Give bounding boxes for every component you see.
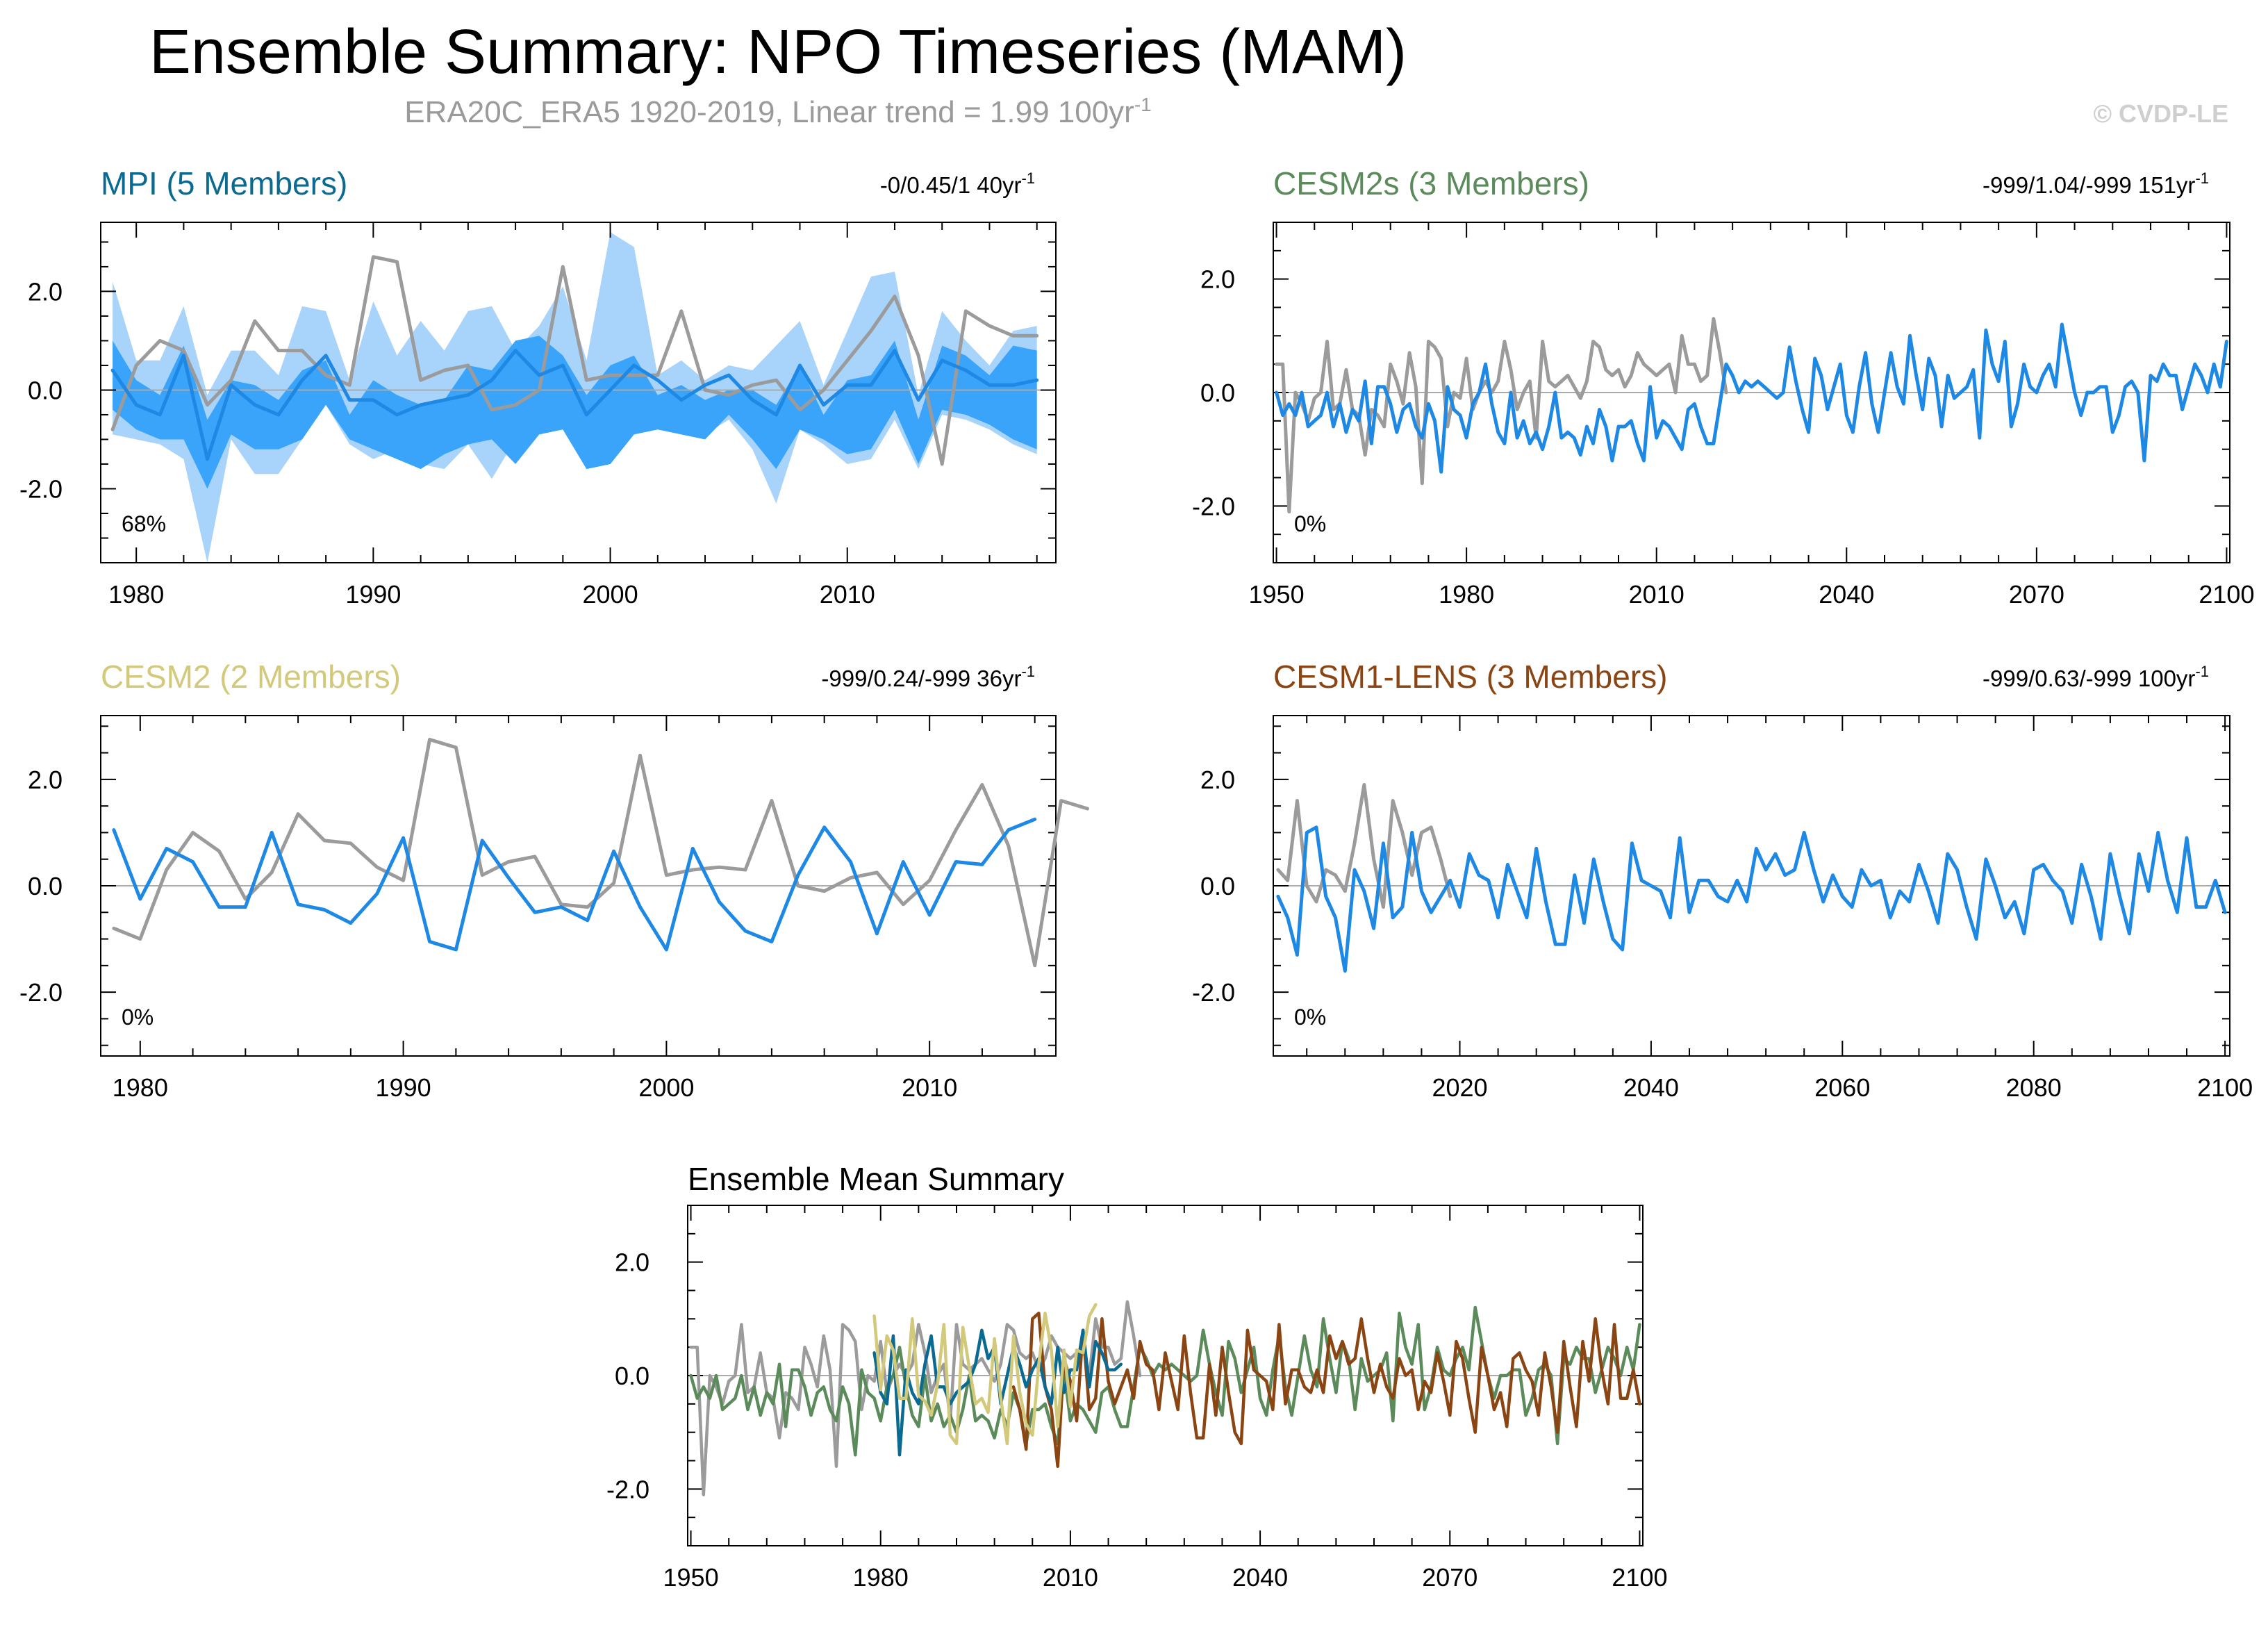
series-cesm2 [872,1303,1098,1446]
x-tick-label: 1980 [113,1073,168,1102]
y-tick-label: -2.0 [1192,978,1235,1007]
y-tick-label: -2.0 [19,978,63,1007]
stats-sup: -1 [1021,663,1035,680]
y-tick-label: 2.0 [1200,766,1235,794]
subtitle-sup: -1 [1134,94,1152,115]
plot-frame [100,222,1057,563]
pct-label: 0% [122,1005,154,1030]
y-tick-label: 0.0 [615,1362,649,1390]
series-cesm2s [689,1305,1641,1457]
panel-title: CESM2s (3 Members) [1273,165,1589,201]
panel-cesm2s: CESM2s (3 Members) -999/1.04/-999 151yr-1… [1192,165,2255,609]
panel-stats: -999/0.24/-999 36yr-1 [821,663,1035,691]
figure-subtitle: ERA20C_ERA5 1920-2019, Linear trend = 1.… [404,94,1152,129]
pct-label: 0% [1294,511,1326,536]
y-tick-label: 0.0 [1200,379,1235,407]
plot-area [113,232,1037,563]
obs-line [112,738,1089,968]
panel-cesm1-lens: CESM1-LENS (3 Members) -999/0.63/-999 100… [1192,659,2253,1102]
panel-title: MPI (5 Members) [101,165,347,201]
panel-title: CESM2 (2 Members) [101,659,401,695]
panel-summary: Ensemble Mean Summary 1950 1980 2010 2040 207… [606,1161,1668,1592]
ens-mean-line [110,349,1039,461]
subtitle-text: ERA20C_ERA5 1920-2019, Linear trend = 1.… [404,95,1134,129]
band-inner [113,336,1037,489]
y-tick-label: -2.0 [606,1475,649,1503]
stats-text: -999/1.04/-999 151yr [1983,172,2195,198]
x-tick-label: 2040 [1232,1563,1288,1592]
x-tick-label: 2100 [2199,580,2254,609]
y-tick-label: 0.0 [28,376,63,404]
x-tick-label: 1950 [663,1563,719,1592]
stats-text: -0/0.45/1 40yr [880,172,1022,198]
stats-sup: -1 [2195,663,2209,680]
copyright: © CVDP-LE [2093,99,2228,128]
stats-sup: -1 [1021,170,1035,187]
x-tick-label: 2020 [1432,1073,1487,1102]
x-tick-label: 2100 [2197,1073,2253,1102]
stats-sup: -1 [2195,170,2209,187]
x-tick-label: 2040 [1623,1073,1679,1102]
ens-mean-line [1275,322,2228,474]
obs-line [1276,783,1452,909]
panel-stats: -999/0.63/-999 100yr-1 [1983,663,2209,691]
panel-stats: -999/1.04/-999 151yr-1 [1983,170,2209,198]
y-tick-label: 0.0 [1200,872,1235,900]
x-tick-label: 1990 [376,1073,431,1102]
x-tick-label: 1980 [853,1563,909,1592]
y-tick-label: -2.0 [1192,492,1235,520]
x-tick-label: 2000 [638,1073,694,1102]
panel-title: CESM1-LENS (3 Members) [1273,659,1667,695]
stats-text: -999/0.63/-999 100yr [1983,666,2195,691]
x-tick-label: 2060 [1814,1073,1870,1102]
obs-line [1275,317,1728,513]
y-tick-label: 0.0 [28,872,63,900]
panel-stats: -0/0.45/1 40yr-1 [880,170,1035,198]
x-tick-label: 1980 [1439,580,1494,609]
x-tick-label: 2070 [1422,1563,1477,1592]
y-tick-label: 2.0 [1200,265,1235,294]
pct-label: 68% [122,511,166,536]
x-tick-label: 2070 [2009,580,2064,609]
y-tick-label: -2.0 [19,474,63,503]
x-tick-label: 1980 [108,580,164,609]
series-cesm1-lens [1011,1311,1641,1468]
x-tick-label: 2010 [820,580,875,609]
panel-title: Ensemble Mean Summary [688,1161,1064,1197]
panel-cesm2: CESM2 (2 Members) -999/0.24/-999 36yr-1 19… [19,659,1089,1102]
x-tick-label: 1950 [1249,580,1305,609]
y-tick-label: 2.0 [615,1248,649,1277]
ens-mean-line [112,817,1037,952]
x-tick-label: 2010 [1043,1563,1098,1592]
panel-mpi: MPI (5 Members) -0/0.45/1 40yr-1 1980 1990 2… [19,165,1057,609]
x-tick-label: 1990 [345,580,401,609]
x-tick-label: 2010 [1629,580,1685,609]
obs-line [110,255,1039,466]
x-tick-label: 2100 [1612,1563,1667,1592]
y-tick-label: 2.0 [28,277,63,306]
pct-label: 0% [1294,1005,1326,1030]
x-tick-label: 2010 [902,1073,957,1102]
x-tick-label: 2000 [583,580,638,609]
stats-text: -999/0.24/-999 36yr [821,666,1021,691]
x-tick-label: 2080 [2006,1073,2062,1102]
ens-mean-line [1276,825,2227,973]
y-tick-label: 2.0 [28,766,63,794]
figure-title: Ensemble Summary: NPO Timeseries (MAM) [149,17,1407,87]
x-tick-label: 2040 [1819,580,1874,609]
